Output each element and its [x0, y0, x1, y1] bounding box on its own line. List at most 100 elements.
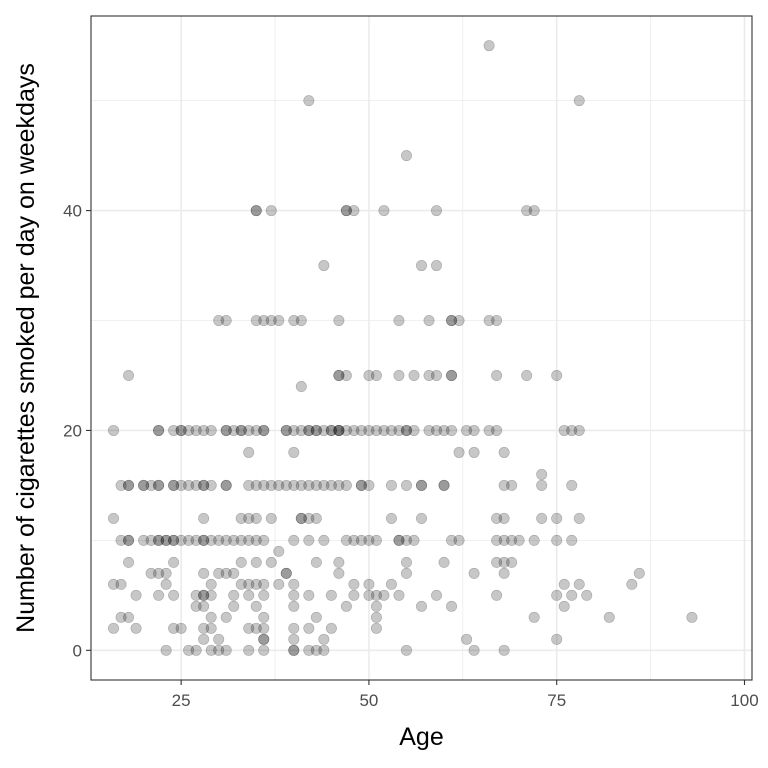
data-point — [378, 589, 390, 601]
data-point — [250, 205, 262, 217]
data-point — [378, 205, 390, 217]
data-point — [498, 534, 510, 546]
data-point — [273, 545, 285, 557]
data-point — [295, 424, 307, 436]
data-point — [295, 512, 307, 524]
data-point — [258, 633, 270, 645]
data-point — [431, 260, 443, 272]
data-point — [333, 424, 345, 436]
data-point — [123, 534, 135, 546]
data-point — [348, 578, 360, 590]
minor-gridlines — [91, 16, 752, 680]
data-point — [190, 479, 202, 491]
data-point — [566, 479, 578, 491]
data-point — [228, 534, 240, 546]
data-point — [265, 556, 277, 568]
data-point — [603, 611, 615, 623]
data-point — [258, 424, 270, 436]
data-point — [190, 589, 202, 601]
data-point — [370, 611, 382, 623]
data-point — [408, 424, 420, 436]
data-point — [153, 589, 165, 601]
data-point — [250, 205, 262, 217]
data-point — [461, 633, 473, 645]
data-point — [498, 479, 510, 491]
data-point — [243, 446, 255, 458]
data-point — [573, 95, 585, 107]
data-point — [340, 479, 352, 491]
data-point — [355, 479, 367, 491]
data-point — [536, 512, 548, 524]
data-point — [198, 479, 210, 491]
data-point — [400, 534, 412, 546]
data-point — [491, 512, 503, 524]
data-point — [355, 479, 367, 491]
data-point — [280, 567, 292, 579]
data-point — [288, 534, 300, 546]
data-point — [175, 622, 187, 634]
data-point — [168, 424, 180, 436]
data-point — [348, 589, 360, 601]
data-point — [288, 446, 300, 458]
data-point — [461, 424, 473, 436]
data-point — [198, 534, 210, 546]
data-point — [536, 468, 548, 480]
data-point — [400, 424, 412, 436]
data-point — [468, 567, 480, 579]
data-point — [250, 315, 262, 327]
data-point — [108, 622, 120, 634]
data-point — [363, 578, 375, 590]
data-point — [303, 95, 315, 107]
data-point — [123, 534, 135, 546]
data-point — [491, 589, 503, 601]
data-point — [393, 315, 405, 327]
data-point — [250, 512, 262, 524]
data-point — [258, 479, 270, 491]
data-point — [431, 589, 443, 601]
data-point — [363, 589, 375, 601]
data-point — [273, 315, 285, 327]
data-point — [160, 534, 172, 546]
data-point — [310, 424, 322, 436]
data-point — [280, 479, 292, 491]
data-points — [108, 40, 698, 656]
data-point — [491, 369, 503, 381]
data-point — [258, 633, 270, 645]
data-point — [385, 424, 397, 436]
data-point — [145, 534, 157, 546]
data-point — [340, 205, 352, 217]
data-point — [310, 424, 322, 436]
data-point — [355, 424, 367, 436]
data-point — [340, 205, 352, 217]
data-point — [303, 479, 315, 491]
data-point — [258, 611, 270, 623]
data-point — [498, 556, 510, 568]
data-point — [453, 315, 465, 327]
data-point — [213, 644, 225, 656]
data-point — [108, 578, 120, 590]
data-point — [108, 512, 120, 524]
x-tick-label: 50 — [359, 691, 378, 710]
data-point — [258, 534, 270, 546]
data-point — [198, 534, 210, 546]
data-point — [370, 424, 382, 436]
data-point — [558, 578, 570, 590]
data-point — [536, 479, 548, 491]
data-point — [446, 369, 458, 381]
data-point — [198, 633, 210, 645]
data-point — [250, 556, 262, 568]
data-point — [198, 424, 210, 436]
data-point — [393, 534, 405, 546]
data-point — [190, 600, 202, 612]
data-point — [431, 424, 443, 436]
data-point — [295, 380, 307, 392]
y-tick-label: 40 — [63, 202, 82, 221]
data-point — [295, 479, 307, 491]
data-point — [370, 600, 382, 612]
data-point — [138, 479, 150, 491]
data-point — [506, 479, 518, 491]
data-point — [378, 424, 390, 436]
data-point — [483, 424, 495, 436]
data-point — [573, 424, 585, 436]
